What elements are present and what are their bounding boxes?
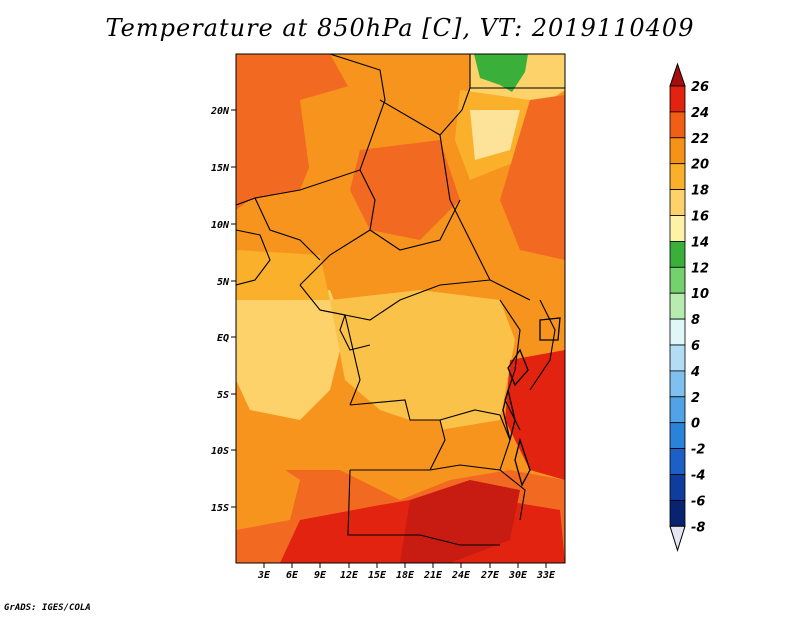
country-boundaries xyxy=(236,54,565,546)
lon-label: 3E xyxy=(257,570,271,581)
field-south-darkred xyxy=(400,480,520,563)
field-central-hot xyxy=(350,140,460,240)
lon-label: 6E xyxy=(286,570,299,581)
lat-labels: 20N 15N 10N 5N EQ 5S 10S 15S xyxy=(210,106,230,514)
lon-label: 9E xyxy=(314,570,327,581)
colorbar-segment xyxy=(669,111,686,139)
lon-label: 12E xyxy=(340,570,359,581)
lat-label: 5N xyxy=(217,277,230,288)
map-frame xyxy=(235,53,566,564)
lat-label: 15S xyxy=(211,503,229,514)
colorbar-label: 12 xyxy=(691,261,709,276)
lon-label: 30E xyxy=(508,570,528,581)
lat-label: 5S xyxy=(217,390,229,401)
field-angola-warm xyxy=(340,420,450,500)
lat-label: 15N xyxy=(211,163,230,174)
field-north-west xyxy=(236,54,350,210)
colorbar-segment xyxy=(669,163,686,190)
colorbar-segment xyxy=(669,422,686,450)
colorbar-label: 0 xyxy=(691,417,700,432)
colorbar-label: 18 xyxy=(691,184,709,199)
temperature-field xyxy=(236,54,565,563)
lon-label: 18E xyxy=(396,570,415,581)
lat-label: 10N xyxy=(211,220,230,231)
lon-labels: 3E 6E 9E 12E 15E 18E 21E 24E 27E 30E 33E xyxy=(257,570,556,581)
colorbar-label: 10 xyxy=(691,287,709,302)
colorbar-label: 8 xyxy=(691,313,700,328)
field-sudan-pale xyxy=(470,110,520,160)
lon-label: 15E xyxy=(368,570,387,581)
field-west-light xyxy=(236,250,330,300)
lat-label: 10S xyxy=(211,446,229,457)
lon-label: 21E xyxy=(423,570,443,581)
colorbar-segment xyxy=(669,85,686,113)
lon-axis xyxy=(263,563,547,568)
lon-label: 24E xyxy=(451,570,471,581)
colorbar-label: -6 xyxy=(691,494,705,509)
colorbar-label: 24 xyxy=(691,106,709,121)
colorbar-label: -2 xyxy=(691,443,705,458)
colorbar-label: -8 xyxy=(691,520,705,535)
field-gulf-pale xyxy=(236,290,345,420)
colorbar-segment xyxy=(669,344,686,372)
colorbar-label: 20 xyxy=(691,158,709,173)
lat-label: 20N xyxy=(210,106,230,117)
colorbar-segment xyxy=(669,370,686,398)
colorbar-segment xyxy=(669,318,686,346)
colorbar-label: 2 xyxy=(691,391,700,406)
colorbar-segment xyxy=(669,189,686,216)
lakes xyxy=(502,317,561,487)
colorbar-bottom-arrow xyxy=(669,525,686,552)
colorbar-label: 6 xyxy=(691,339,700,354)
colorbar-label: -4 xyxy=(691,469,705,484)
colorbar-segment xyxy=(669,396,686,424)
colorbar-top-arrow xyxy=(669,62,686,87)
colorbar-label: 22 xyxy=(691,132,709,147)
colorbar-segment xyxy=(669,240,686,268)
map-title: Temperature at 850hPa [C], VT: 201911040… xyxy=(105,14,695,42)
colorbar-label: 14 xyxy=(691,235,709,250)
colorbar-label: 4 xyxy=(690,365,700,380)
colorbar-segment xyxy=(669,499,686,527)
colorbar-label: 26 xyxy=(691,80,709,95)
colorbar-segment xyxy=(669,266,686,294)
colorbar-segment xyxy=(669,292,686,320)
colorbar-segment xyxy=(669,474,686,501)
colorbar-segment xyxy=(669,137,686,165)
lat-label: EQ xyxy=(217,333,229,344)
grads-credit: GrADS: IGES/COLA xyxy=(4,603,91,613)
colorbar-label: 16 xyxy=(691,210,709,225)
colorbar-segment xyxy=(669,448,686,475)
field-egypt-green xyxy=(474,54,528,92)
field-east-red xyxy=(505,350,565,480)
colorbar-segment xyxy=(669,215,686,242)
lat-axis xyxy=(231,109,236,508)
field-atlantic-south xyxy=(236,460,300,530)
lon-label: 33E xyxy=(536,570,556,581)
field-congo-pale xyxy=(330,290,515,430)
field-northeast-red xyxy=(500,95,565,260)
lon-label: 27E xyxy=(480,570,500,581)
